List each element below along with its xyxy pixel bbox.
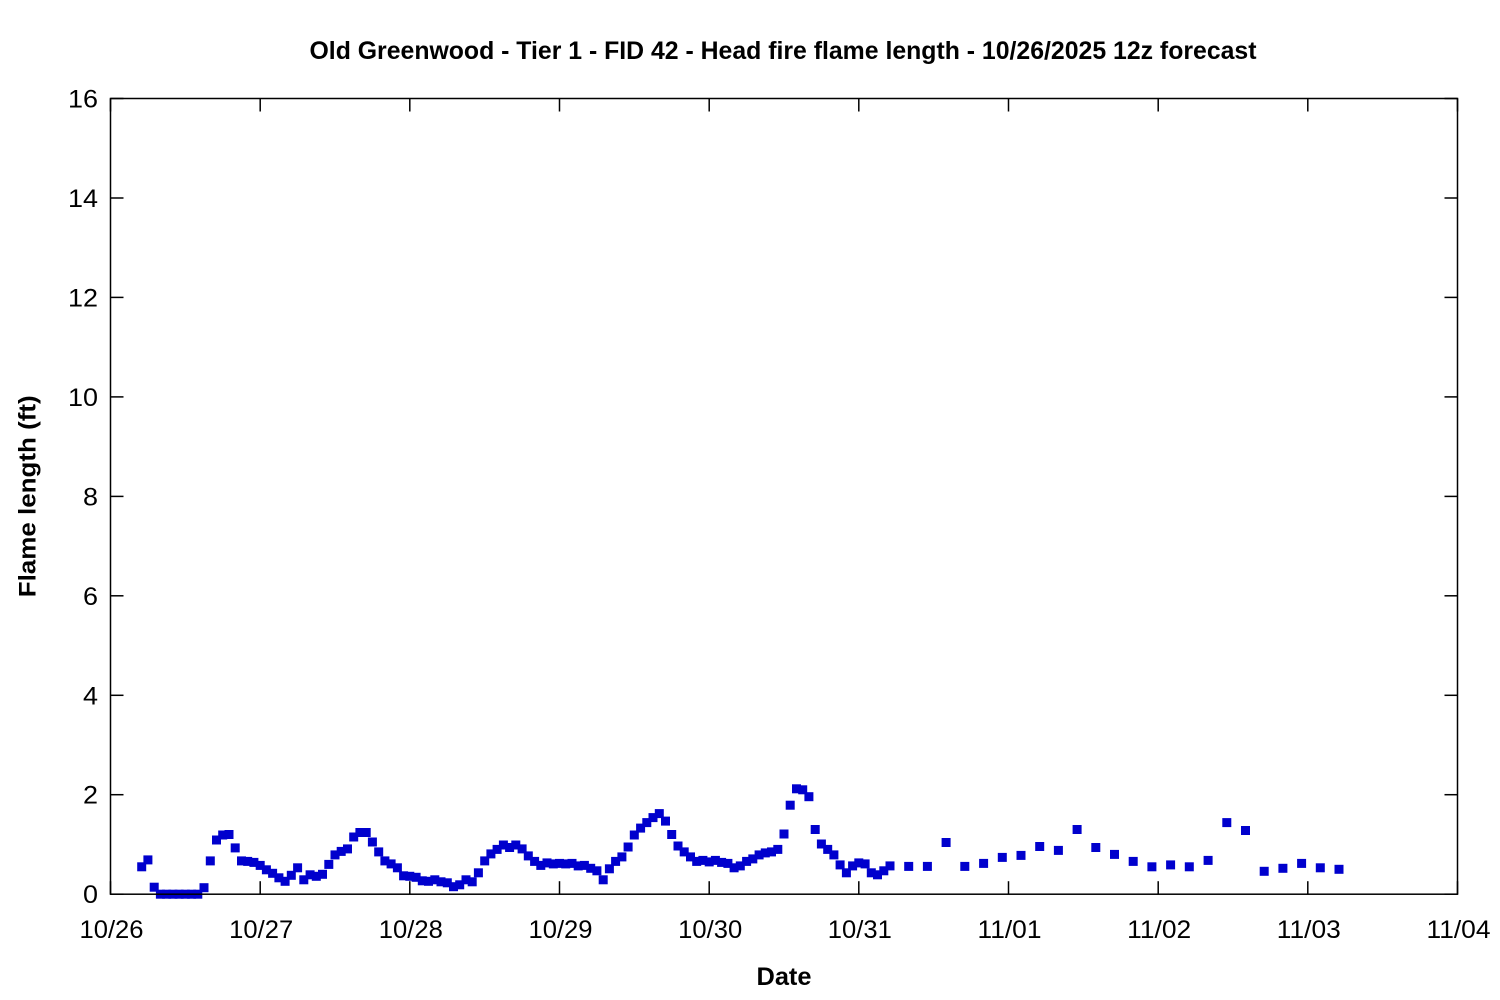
svg-text:10/26: 10/26 [80,916,144,944]
svg-text:0: 0 [83,881,98,909]
svg-text:6: 6 [83,583,98,611]
svg-text:10/28: 10/28 [379,916,443,944]
svg-text:4: 4 [83,682,98,710]
svg-text:12: 12 [68,284,98,312]
svg-text:11/02: 11/02 [1127,916,1191,944]
svg-text:16: 16 [68,86,98,114]
svg-text:10/31: 10/31 [828,916,892,944]
svg-text:10/27: 10/27 [229,916,293,944]
svg-text:Old Greenwood - Tier 1 - FID 4: Old Greenwood - Tier 1 - FID 42 - Head f… [310,37,1258,65]
svg-text:10/30: 10/30 [678,916,742,944]
svg-text:11/04: 11/04 [1427,916,1491,944]
svg-text:Flame length (ft): Flame length (ft) [15,395,42,597]
svg-text:Date: Date [757,963,812,991]
svg-text:11/01: 11/01 [978,916,1042,944]
svg-text:8: 8 [83,483,98,511]
svg-text:10: 10 [68,384,98,412]
svg-text:14: 14 [68,185,98,213]
svg-text:2: 2 [83,782,98,810]
svg-text:10/29: 10/29 [529,916,593,944]
svg-text:11/03: 11/03 [1277,916,1341,944]
